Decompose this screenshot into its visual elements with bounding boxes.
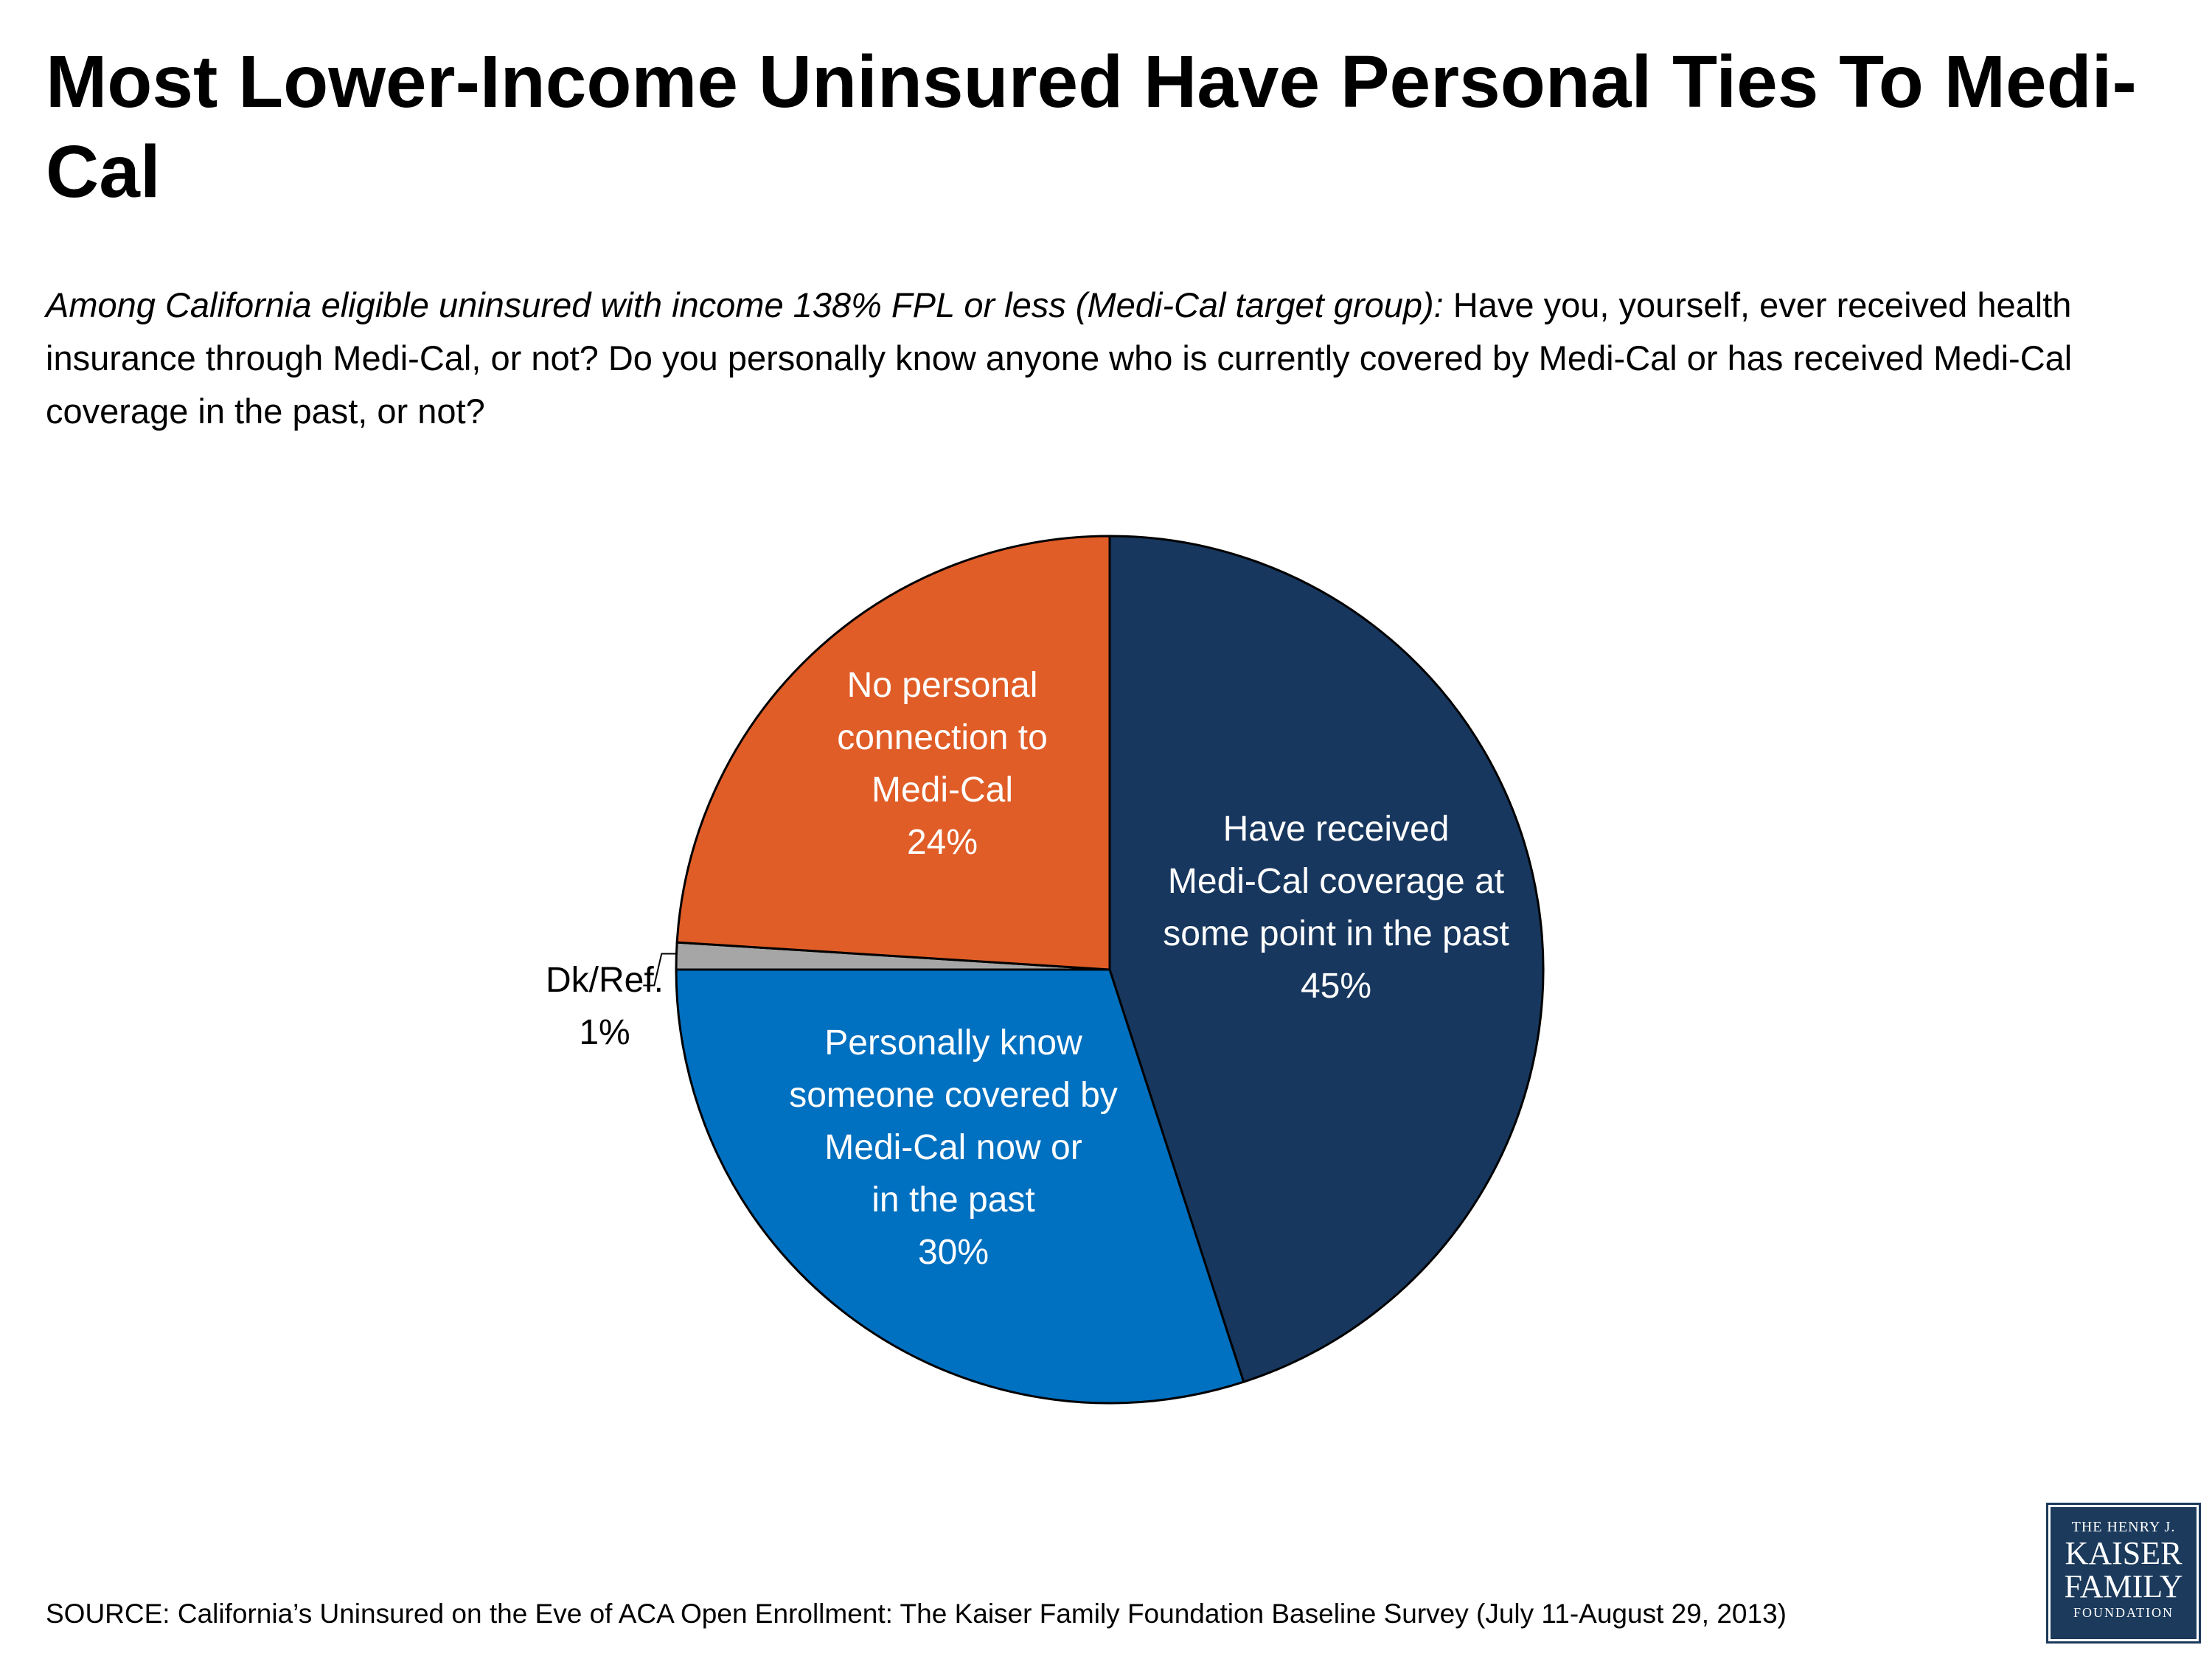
logo-line-2: KAISER (2065, 1535, 2183, 1571)
kff-logo: THE HENRY J. KAISER FAMILY FOUNDATION (2046, 1503, 2201, 1644)
slice-label-line: someone covered by (789, 1076, 1118, 1115)
chart-subtitle: Among California eligible uninsured with… (46, 279, 2169, 438)
source-note: SOURCE: California’s Uninsured on the Ev… (46, 1599, 1787, 1629)
slice-label-dk-ref: Dk/Ref. 1% (546, 961, 664, 1052)
chart-title: Most Lower-Income Uninsured Have Persona… (46, 41, 2137, 213)
logo-line-1: THE HENRY J. (2071, 1519, 2176, 1535)
logo-line-3: FAMILY (2064, 1568, 2183, 1604)
slice-label-have-received-medi-cal-coverage-at-some-point-in-the-past: Have received Medi-Cal coverage at some po… (1163, 810, 1509, 1006)
subtitle-question: Have you, yourself, ever received health… (46, 285, 2073, 431)
pie-slice-have-received-medi-cal-coverage-at-some-point-in-the-past (1108, 535, 1545, 1384)
pie-slice-personally-know-someone-covered-by-medi-cal-now-or-in-the-past (675, 968, 1245, 1405)
slice-label-line: Medi-Cal coverage at (1168, 862, 1504, 901)
slice-value-label: 45% (1301, 967, 1371, 1006)
leader-line-dk-ref (643, 953, 677, 987)
slice-label-line: No personal (847, 666, 1038, 705)
slice-label-personally-know-someone-covered-by-medi-cal-now-or-in-the-past: Personally know someone covered by Medi-Ca… (789, 1023, 1118, 1272)
slice-label-line: Have received (1223, 810, 1450, 849)
slice-label-no-personal-connection-to-medi-cal: No personal connection to Medi-Cal 24% (837, 666, 1048, 862)
slice-label-line: connection to (837, 718, 1048, 757)
slice-value-label: 30% (918, 1233, 989, 1272)
slice-label-line: Medi-Cal (872, 771, 1013, 810)
pie-labels: Have received Medi-Cal coverage at some po… (546, 666, 1509, 1272)
slice-label-line: Medi-Cal now or (824, 1128, 1082, 1167)
slice-label-line: Dk/Ref. (546, 961, 664, 1000)
subtitle-italic: Among California eligible uninsured with… (46, 285, 1444, 324)
slice-label-line: in the past (872, 1180, 1034, 1220)
slice-label-line: Personally know (824, 1023, 1082, 1062)
slice-label-line: some point in the past (1163, 914, 1509, 953)
pie-slice-no-personal-connection-to-medi-cal (675, 535, 1111, 971)
pie-slices (675, 535, 1545, 1405)
logo-line-4: FOUNDATION (2073, 1605, 2174, 1620)
slice-value-label: 1% (579, 1013, 630, 1052)
slice-value-label: 24% (907, 823, 978, 862)
